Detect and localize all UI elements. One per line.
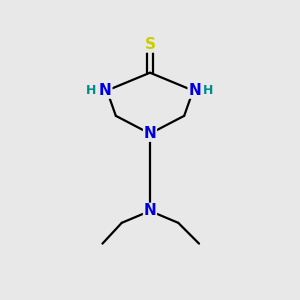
- Text: H: H: [86, 84, 97, 97]
- Text: N: N: [188, 83, 201, 98]
- Text: N: N: [144, 203, 156, 218]
- Text: N: N: [99, 83, 112, 98]
- Text: N: N: [144, 126, 156, 141]
- Text: S: S: [145, 37, 155, 52]
- Text: H: H: [203, 84, 214, 97]
